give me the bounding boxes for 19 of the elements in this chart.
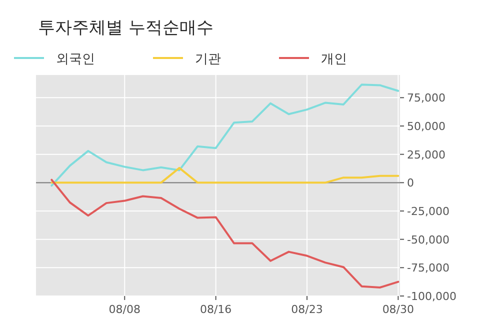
legend-item: 외국인 xyxy=(14,52,95,67)
legend-label: 외국인 xyxy=(56,52,95,67)
y-tick-label: -25,000 xyxy=(407,205,450,218)
y-tick-label: -100,000 xyxy=(407,290,456,303)
legend-item: 개인 xyxy=(279,52,347,67)
x-tick-label: 08/23 xyxy=(291,303,323,316)
y-tick-label: -75,000 xyxy=(407,262,450,275)
y-tick-label: -50,000 xyxy=(407,233,450,246)
x-tick-label: 08/30 xyxy=(382,303,414,316)
y-tick-label: 25,000 xyxy=(407,148,446,162)
legend-item: 기관 xyxy=(153,52,221,67)
x-tick-label: 08/08 xyxy=(108,303,140,316)
chart-title: 투자주체별 누적순매수 xyxy=(38,18,214,38)
legend-label: 개인 xyxy=(321,52,347,67)
x-tick-label: 08/16 xyxy=(200,303,232,316)
legend-label: 기관 xyxy=(195,52,221,67)
y-tick-label: 75,000 xyxy=(407,92,446,105)
y-tick-label: 0 xyxy=(407,176,414,190)
y-tick-label: 50,000 xyxy=(407,120,446,133)
